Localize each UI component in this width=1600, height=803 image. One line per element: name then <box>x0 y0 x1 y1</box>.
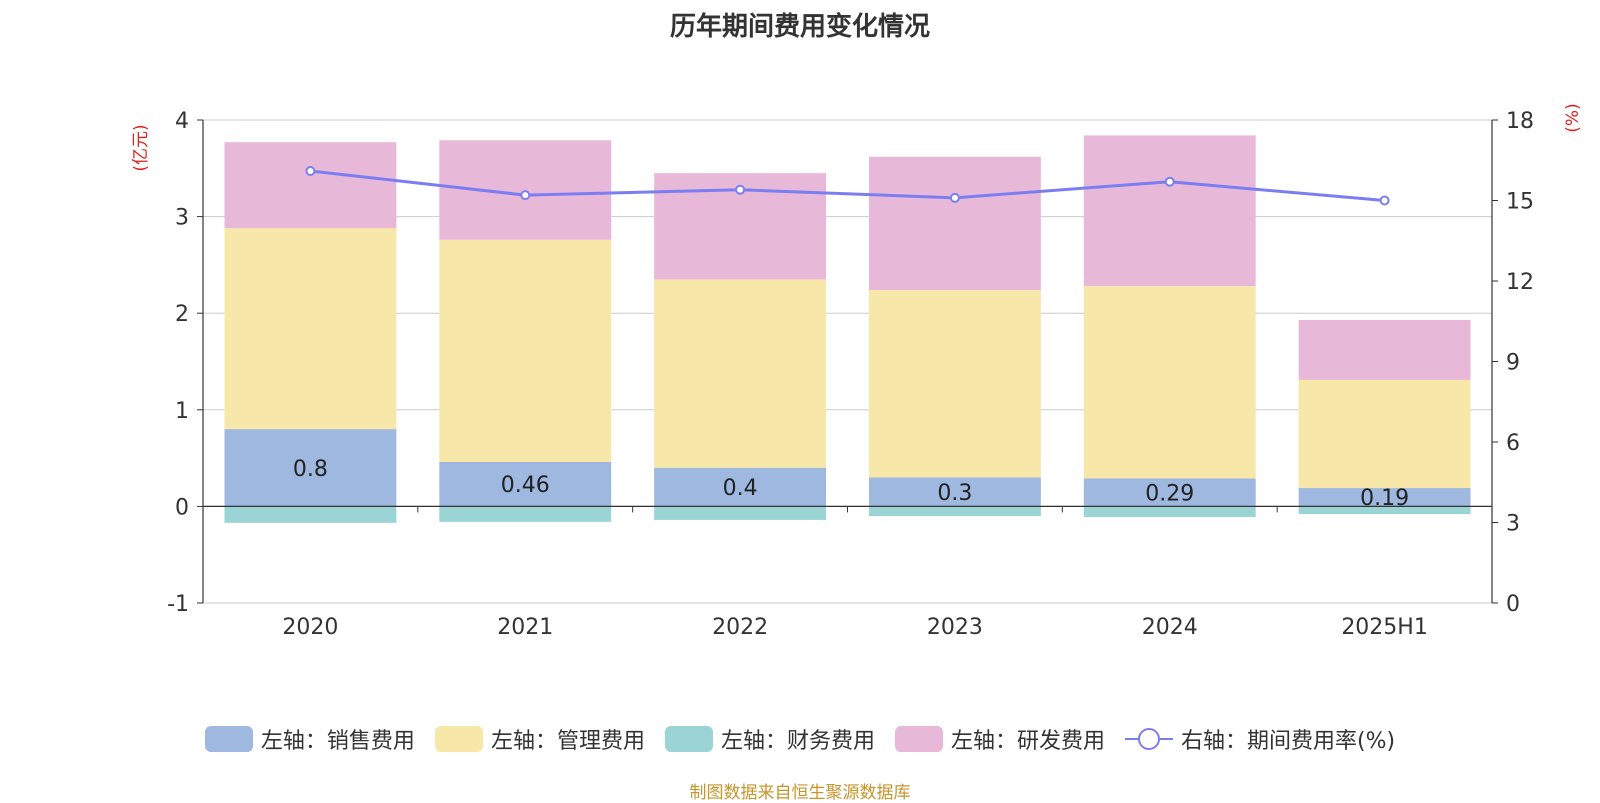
legend-label: 右轴：期间费用率(%) <box>1180 729 1396 754</box>
bar-segment <box>224 142 397 229</box>
rate-line <box>310 169 1385 202</box>
y-left-tick-label: 0 <box>175 495 189 520</box>
legend-label: 左轴：管理费用 <box>490 729 645 754</box>
rate-point <box>1164 176 1175 187</box>
rate-point <box>735 184 746 195</box>
y-left-unit-label: (亿元) <box>131 124 151 171</box>
bar-segment <box>1083 506 1256 518</box>
y-right-tick-label: 18 <box>1506 109 1534 134</box>
legend-line-marker <box>1124 728 1173 750</box>
legend-item[interactable]: 左轴：研发费用 <box>894 723 1105 755</box>
x-tick-label: 2020 <box>282 615 338 640</box>
legend-item[interactable]: 左轴：财务费用 <box>664 723 875 755</box>
y-right-tick-label: 9 <box>1506 351 1520 376</box>
bar-segment <box>654 467 827 507</box>
y-left-tick-label: 3 <box>175 206 189 231</box>
bar-segment <box>868 156 1041 291</box>
legend-swatch <box>204 726 253 752</box>
legend: 左轴：销售费用 左轴：管理费用 左轴：财务费用 左轴：研发费用 右轴：期间费用率(%) <box>0 722 1600 756</box>
bar-data-label: 0.29 <box>1145 481 1194 506</box>
y-left-tick-label: 1 <box>175 399 189 424</box>
legend-label: 左轴：研发费用 <box>950 729 1105 754</box>
legend-label: 左轴：销售费用 <box>260 729 415 754</box>
rate-point <box>305 165 316 176</box>
y-right-tick-label: 12 <box>1506 270 1534 295</box>
bar-data-label: 0.4 <box>723 476 758 501</box>
bar-segment <box>1298 506 1471 515</box>
bar-segment <box>224 429 397 507</box>
rate-point <box>520 190 531 201</box>
y-left-tick-label: 4 <box>175 109 189 134</box>
bar-segment <box>439 461 612 507</box>
y-right-tick-label: 15 <box>1506 190 1534 215</box>
x-tick-label: 2022 <box>712 615 768 640</box>
bar-segment <box>1083 478 1256 507</box>
bar-segment <box>1298 488 1471 507</box>
x-tick-label: 2025H1 <box>1341 615 1428 640</box>
bar-segment <box>868 477 1041 507</box>
legend-item[interactable]: 右轴：期间费用率(%) <box>1124 723 1396 755</box>
bar-data-label: 0.46 <box>501 473 550 498</box>
source-note: 制图数据来自恒生聚源数据库 <box>689 783 911 803</box>
y-right-tick-label: 0 <box>1506 592 1520 617</box>
bar-segment <box>1298 319 1471 380</box>
y-right-tick-label: 3 <box>1506 512 1520 537</box>
bar-data-label: 0.3 <box>937 481 972 506</box>
bar-segment <box>439 140 612 240</box>
x-tick-label: 2023 <box>927 615 983 640</box>
bar-segment <box>1083 135 1256 287</box>
legend-label: 左轴：财务费用 <box>720 729 875 754</box>
y-left-tick-label: -1 <box>167 592 189 617</box>
chart-title: 历年期间费用变化情况 <box>669 12 930 42</box>
bar-segment <box>654 506 827 520</box>
y-left-tick-label: 2 <box>175 302 189 327</box>
legend-item[interactable]: 左轴：管理费用 <box>434 723 645 755</box>
bar-segment <box>439 239 612 462</box>
x-tick-label: 2021 <box>497 615 553 640</box>
bar-segment <box>1298 379 1471 489</box>
legend-swatch <box>894 726 943 752</box>
legend-swatch <box>664 726 713 752</box>
legend-item[interactable]: 左轴：销售费用 <box>204 723 415 755</box>
x-tick-label: 2024 <box>1142 615 1198 640</box>
bar-segment <box>439 506 612 522</box>
legend-swatch <box>434 726 483 752</box>
rate-point <box>949 192 960 203</box>
rate-point <box>1379 195 1390 206</box>
bar-segment <box>868 290 1041 478</box>
y-right-tick-label: 6 <box>1506 431 1520 456</box>
bar-data-label: 0.8 <box>293 457 328 482</box>
bar-segment <box>224 228 397 430</box>
bar-segment <box>224 506 397 523</box>
bar-segment <box>1083 286 1256 479</box>
y-right-unit-label: (%) <box>1563 103 1583 132</box>
bar-segment <box>654 279 827 468</box>
bar-segment <box>868 506 1041 517</box>
